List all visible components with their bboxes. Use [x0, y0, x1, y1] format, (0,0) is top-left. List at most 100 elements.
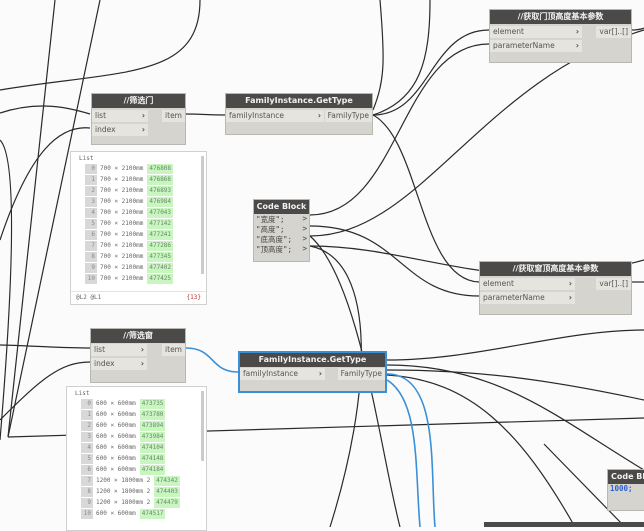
element-id[interactable]: 473780: [139, 410, 166, 420]
list-item[interactable]: 5 700 × 2100mm 477142: [85, 219, 174, 229]
wire: [372, 29, 490, 116]
node-filter-door[interactable]: //筛选门 list › index › item: [91, 93, 186, 145]
item-index: 2: [81, 421, 93, 431]
output-port-item[interactable]: item: [162, 110, 185, 122]
node-filter-window[interactable]: //筛选窗 list › index › item: [90, 328, 186, 383]
node-title: Code Block: [608, 470, 644, 484]
list-item[interactable]: 9 1200 × 1800mm 2 474479: [81, 498, 180, 508]
list-item[interactable]: 0 700 × 2100mm 476808: [85, 164, 174, 174]
item-name: 700 × 2100mm: [100, 253, 144, 260]
item-index: 1: [81, 410, 93, 420]
item-name: 600 × 600mm: [96, 422, 136, 429]
node-code-block[interactable]: Code Block "宽度"; "高度"; "底高度"; "顶高度"; > >…: [253, 199, 310, 262]
output-port-var[interactable]: var[]..[]: [596, 278, 631, 290]
wire: [386, 329, 644, 361]
element-id[interactable]: 477043: [147, 208, 174, 218]
list-item[interactable]: 10 700 × 2100mm 477425: [85, 274, 174, 284]
element-id[interactable]: 474403: [154, 487, 180, 497]
list-item[interactable]: 5 600 × 600mm 474148: [81, 454, 166, 464]
element-id[interactable]: 474342: [154, 476, 180, 486]
code-line[interactable]: "底高度";: [256, 235, 293, 244]
item-index: 1: [85, 175, 97, 185]
item-name: 600 × 600mm: [96, 400, 136, 407]
output-port-familytype[interactable]: FamilyType: [324, 110, 372, 122]
output-port[interactable]: >: [302, 224, 307, 233]
input-port-list[interactable]: list ›: [92, 110, 148, 122]
code-line[interactable]: 1000;: [610, 484, 633, 493]
code-line[interactable]: "宽度";: [256, 215, 285, 224]
output-port-var[interactable]: var[]..[]: [596, 26, 631, 38]
element-id[interactable]: 477286: [147, 241, 174, 251]
partial-node-header[interactable]: [484, 522, 644, 527]
list-item[interactable]: 7 700 × 2100mm 477286: [85, 241, 174, 251]
input-port-parametername[interactable]: parameterName ›: [490, 40, 582, 52]
preview-footer: @L2 @L1 {13}: [71, 291, 206, 304]
element-id[interactable]: 477425: [147, 274, 174, 284]
item-index: 3: [85, 197, 97, 207]
list-item[interactable]: 8 1200 × 1800mm 2 474403: [81, 487, 180, 497]
wire: [386, 369, 644, 401]
list-item[interactable]: 8 700 × 2100mm 477345: [85, 252, 174, 262]
input-port-index[interactable]: index ›: [92, 124, 148, 136]
element-id[interactable]: 476893: [147, 186, 174, 196]
output-port[interactable]: >: [302, 244, 307, 253]
input-port-element[interactable]: element ›: [490, 26, 582, 38]
list-item[interactable]: 1 700 × 2100mm 476868: [85, 175, 174, 185]
item-name: 1200 × 1800mm 2: [96, 477, 151, 484]
node-familyinstance-gettype[interactable]: FamilyInstance.GetType familyInstance › F…: [225, 93, 373, 135]
output-port-item[interactable]: item: [162, 344, 185, 356]
code-line[interactable]: "高度";: [256, 225, 285, 234]
element-id[interactable]: 477402: [147, 263, 174, 273]
list-item[interactable]: 7 1200 × 1800mm 2 474342: [81, 476, 180, 486]
element-id[interactable]: 474517: [139, 509, 166, 519]
element-id[interactable]: 474104: [139, 443, 166, 453]
input-port-list[interactable]: list ›: [91, 344, 147, 356]
wire: [0, 105, 91, 115]
list-item[interactable]: 3 600 × 600mm 473984: [81, 432, 166, 442]
input-port-familyinstance[interactable]: familyInstance ›: [226, 110, 324, 122]
element-id[interactable]: 473984: [139, 432, 166, 442]
list-item[interactable]: 4 600 × 600mm 474104: [81, 443, 166, 453]
list-item[interactable]: 10 600 × 600mm 474517: [81, 509, 166, 519]
input-port-index[interactable]: index ›: [91, 358, 147, 370]
element-id[interactable]: 473894: [139, 421, 166, 431]
list-item[interactable]: 2 600 × 600mm 473894: [81, 421, 166, 431]
node-door-top-height-params[interactable]: //获取门顶高度基本参数 element › parameterName › var…: [489, 9, 632, 63]
code-line[interactable]: "顶高度";: [256, 245, 293, 254]
input-port-familyinstance[interactable]: familyInstance ›: [240, 368, 325, 380]
watch-preview-windows[interactable]: List 0 600 × 600mm 473735 1 600 × 600mm 47378…: [66, 386, 207, 531]
list-item[interactable]: 4 700 × 2100mm 477043: [85, 208, 174, 218]
element-id[interactable]: 476868: [147, 175, 174, 185]
element-id[interactable]: 474184: [139, 465, 166, 475]
input-port-parametername[interactable]: parameterName ›: [480, 292, 575, 304]
node-code-block-2[interactable]: Code Block 1000;: [607, 469, 644, 511]
list-item[interactable]: 3 700 × 2100mm 476984: [85, 197, 174, 207]
scrollbar[interactable]: [201, 391, 204, 461]
element-id[interactable]: 477142: [147, 219, 174, 229]
input-port-element[interactable]: element ›: [480, 278, 575, 290]
element-id[interactable]: 474479: [154, 498, 180, 508]
list-item[interactable]: 0 600 × 600mm 473735: [81, 399, 166, 409]
list-item[interactable]: 6 700 × 2100mm 477241: [85, 230, 174, 240]
scrollbar[interactable]: [201, 156, 204, 274]
node-window-top-height-params[interactable]: //获取窗顶高度基本参数 element › parameterName › var…: [479, 261, 632, 315]
list-label: List: [75, 390, 90, 397]
item-index: 0: [81, 399, 93, 409]
element-id[interactable]: 474148: [139, 454, 166, 464]
item-name: 700 × 2100mm: [100, 187, 144, 194]
element-id[interactable]: 476984: [147, 197, 174, 207]
output-port[interactable]: >: [302, 234, 307, 243]
watch-preview-doors[interactable]: List @L2 @L1 {13} 0 700 × 2100mm 476808 1 70…: [70, 151, 207, 305]
element-id[interactable]: 476808: [147, 164, 174, 174]
list-item[interactable]: 6 600 × 600mm 474184: [81, 465, 166, 475]
node-familyinstance-gettype-selected[interactable]: FamilyInstance.GetType familyInstance › F…: [238, 351, 387, 393]
list-item[interactable]: 1 600 × 600mm 473780: [81, 410, 166, 420]
list-item[interactable]: 9 700 × 2100mm 477402: [85, 263, 174, 273]
output-port-familytype[interactable]: FamilyType: [337, 368, 385, 380]
output-port[interactable]: >: [302, 214, 307, 223]
list-item[interactable]: 2 700 × 2100mm 476893: [85, 186, 174, 196]
element-id[interactable]: 473735: [139, 399, 166, 409]
element-id[interactable]: 477345: [147, 252, 174, 262]
element-id[interactable]: 477241: [147, 230, 174, 240]
item-index: 2: [85, 186, 97, 196]
